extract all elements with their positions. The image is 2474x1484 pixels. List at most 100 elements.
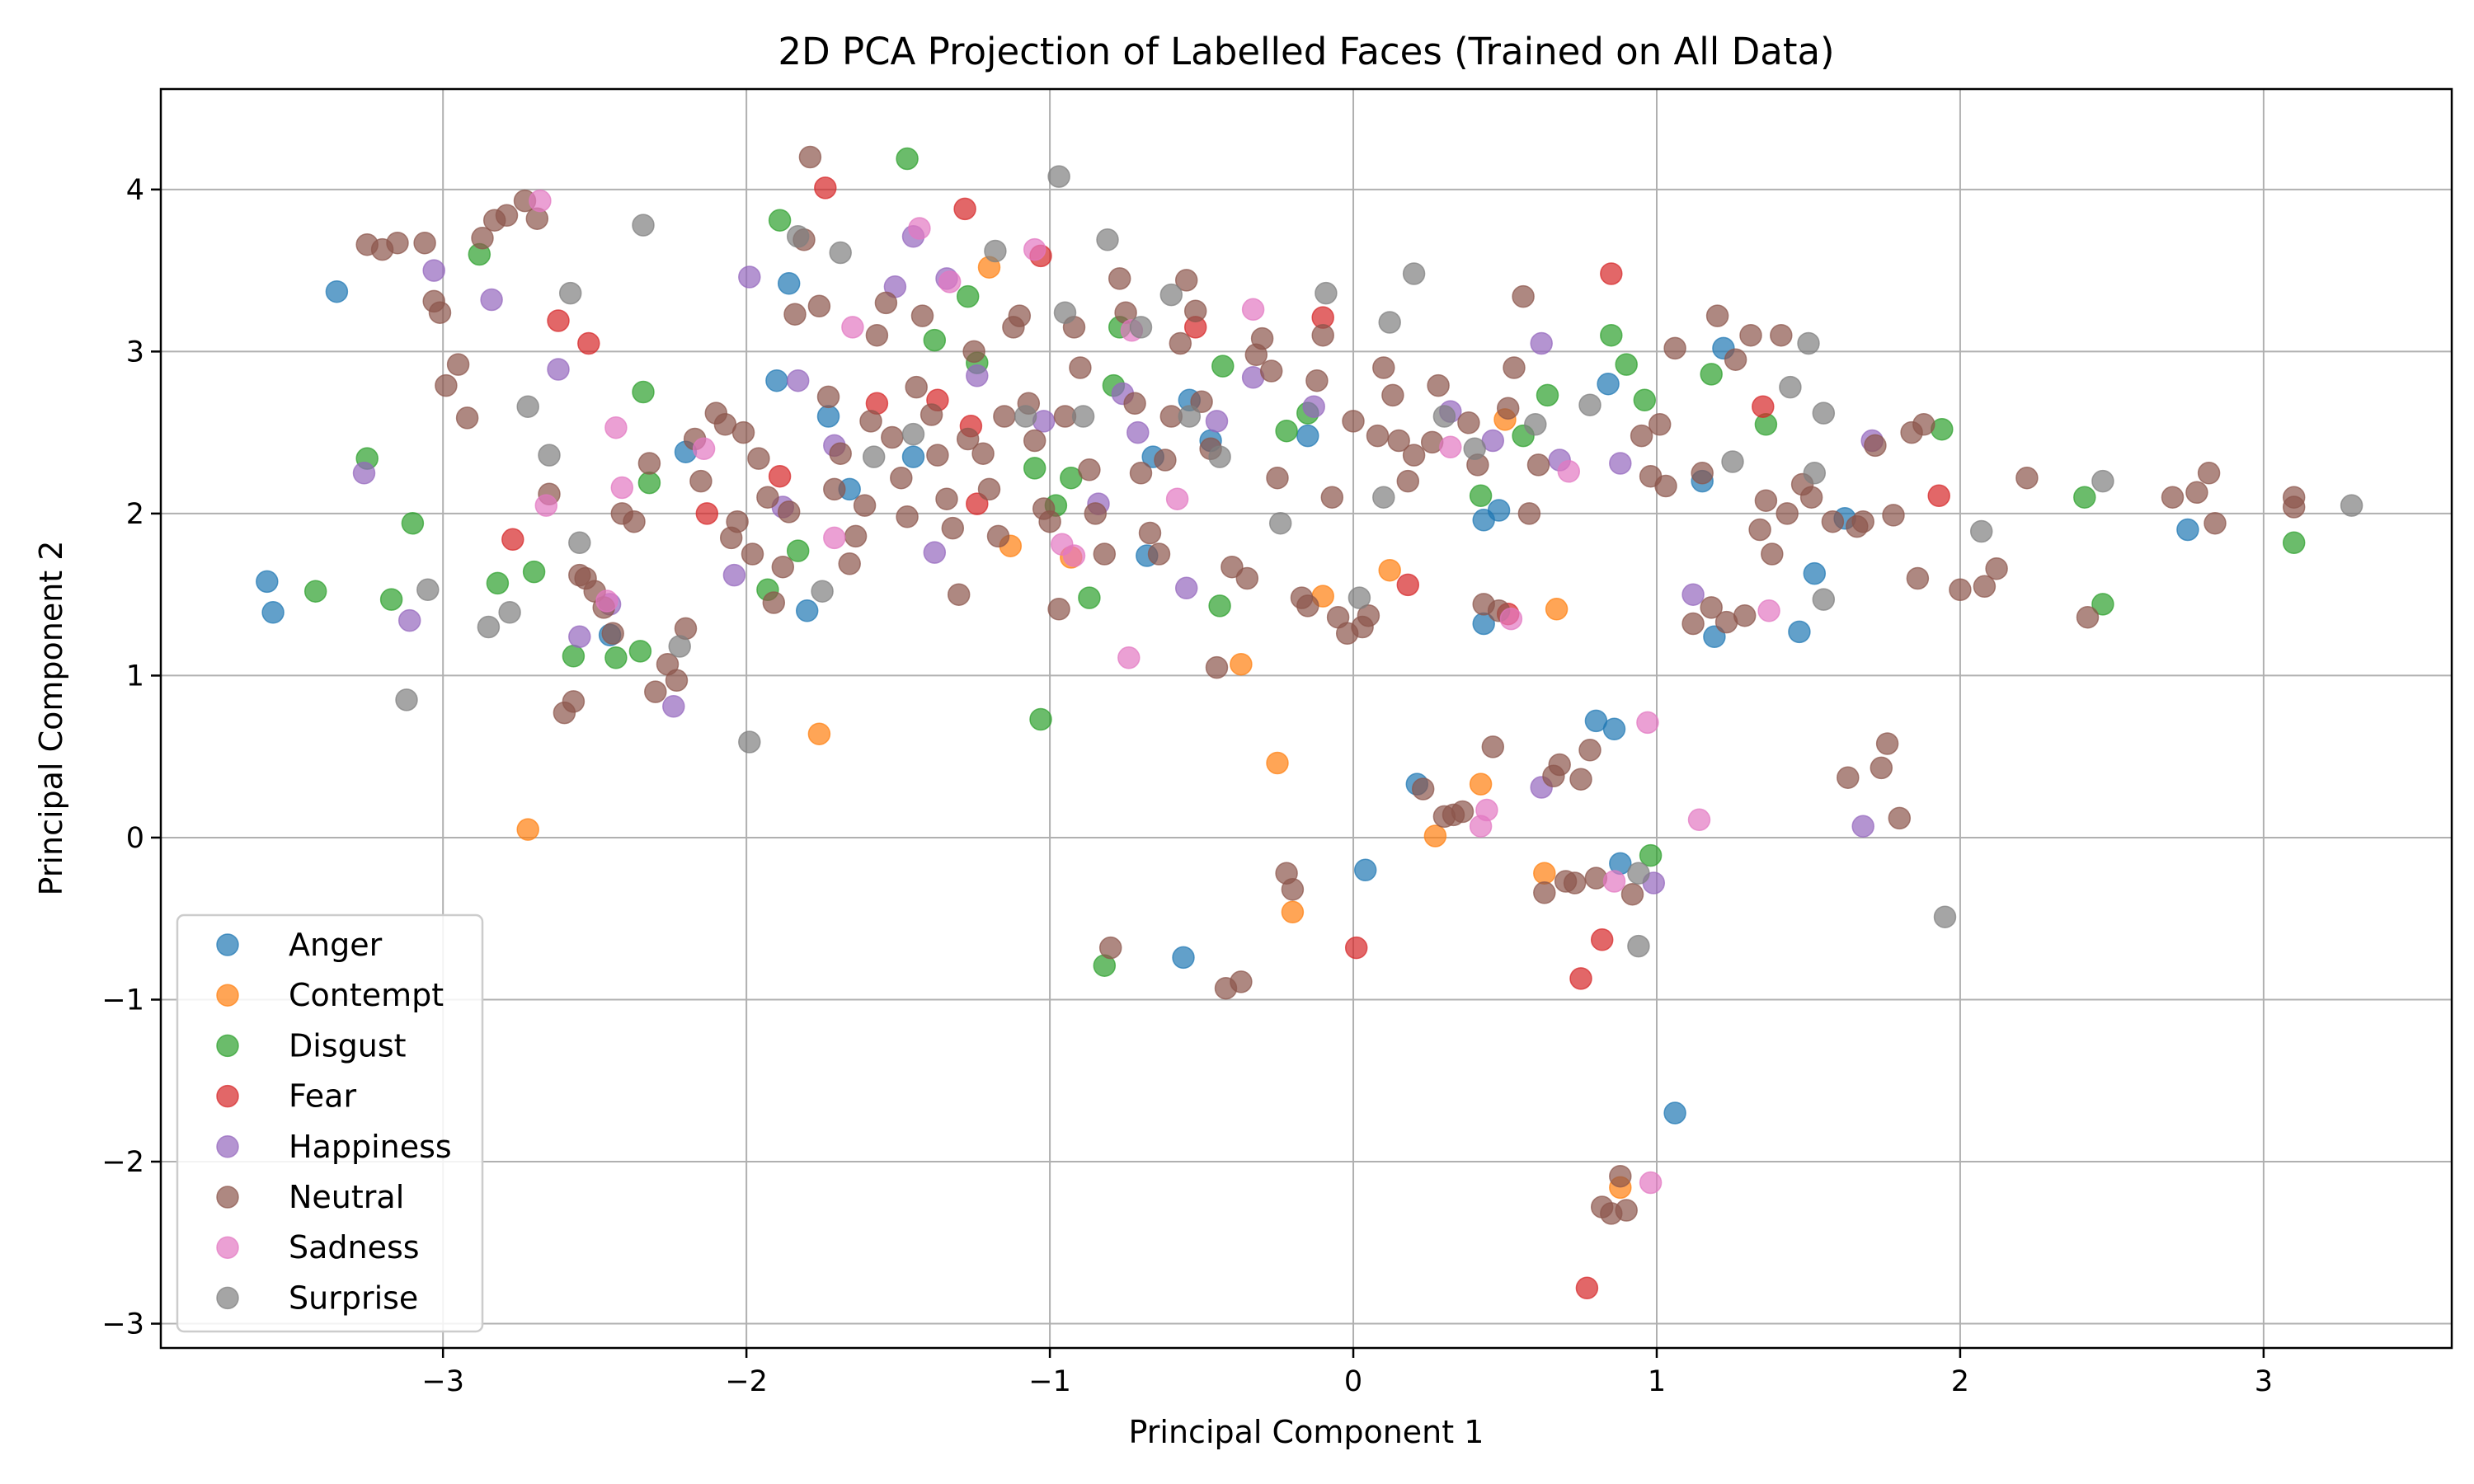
data-point: [807, 294, 831, 318]
data-point: [1739, 323, 1762, 347]
data-point: [1609, 1164, 1632, 1188]
data-point: [395, 688, 418, 711]
data-point: [1503, 356, 1526, 379]
data-point: [1190, 390, 1213, 414]
data-point: [816, 385, 840, 409]
data-point: [1600, 262, 1623, 285]
data-point: [923, 328, 947, 352]
data-point: [1569, 768, 1592, 791]
data-point: [956, 427, 980, 451]
series-neutral: [355, 145, 2306, 1225]
data-point: [1530, 331, 1553, 355]
data-point: [1357, 603, 1380, 627]
data-point: [1627, 934, 1650, 958]
data-point: [455, 406, 479, 430]
data-point: [558, 281, 582, 305]
data-point: [2340, 494, 2363, 517]
data-point: [1078, 458, 1101, 481]
data-point: [1700, 363, 1723, 386]
data-point: [1536, 383, 1559, 407]
data-point: [1268, 511, 1292, 535]
data-point: [1906, 566, 1930, 590]
data-point: [1071, 405, 1095, 428]
data-point: [1372, 356, 1395, 379]
data-point: [1372, 486, 1395, 509]
data-point: [838, 552, 861, 575]
data-point: [1615, 1199, 1638, 1222]
data-point: [2091, 593, 2114, 616]
data-point: [1602, 717, 1626, 741]
data-point: [783, 303, 807, 326]
series-surprise: [395, 165, 2363, 958]
data-point: [1724, 348, 1747, 371]
data-point: [662, 695, 685, 718]
data-point: [768, 209, 792, 232]
x-axis-label: Principal Component 1: [1129, 1414, 1484, 1450]
data-point: [1533, 881, 1556, 904]
data-point: [1752, 395, 1775, 418]
data-point: [1933, 905, 1957, 928]
data-point: [1788, 620, 1811, 644]
x-tick-label: 1: [1648, 1365, 1666, 1398]
data-point: [637, 452, 661, 475]
data-point: [1927, 484, 1950, 508]
data-point: [261, 601, 285, 624]
data-point: [1296, 424, 1319, 448]
data-point: [1748, 518, 1771, 542]
data-point: [1165, 487, 1189, 510]
data-point: [1432, 405, 1456, 428]
data-point: [422, 259, 445, 282]
data-point: [1870, 756, 1893, 780]
data-point: [1348, 586, 1371, 609]
data-point: [1078, 586, 1101, 609]
data-point: [777, 500, 801, 524]
legend-label: Surprise: [289, 1280, 418, 1316]
legend-entry-surprise: Surprise: [216, 1280, 418, 1316]
data-point: [1205, 655, 1229, 679]
data-point: [1169, 331, 1192, 355]
data-point: [1620, 882, 1644, 906]
data-point: [966, 364, 989, 387]
data-point: [1757, 599, 1780, 622]
data-point: [962, 340, 985, 364]
data-point: [1703, 625, 1726, 649]
data-point: [865, 323, 889, 347]
y-tick-label: 2: [126, 498, 144, 531]
data-point: [920, 403, 943, 426]
legend-entry-sadness: Sadness: [216, 1229, 420, 1266]
data-point: [1851, 815, 1874, 838]
data-point: [1864, 434, 1887, 458]
data-point: [637, 471, 661, 495]
data-point: [689, 469, 713, 493]
x-tick-label: 3: [2255, 1365, 2273, 1398]
data-point: [1159, 283, 1183, 307]
data-point: [2015, 466, 2039, 490]
data-point: [862, 445, 886, 468]
data-point: [1837, 766, 1860, 789]
data-point: [926, 444, 949, 467]
data-point: [756, 486, 779, 509]
data-point: [1259, 359, 1283, 383]
data-point: [1548, 753, 1571, 777]
data-point: [2091, 469, 2114, 493]
legend-marker: [216, 1084, 239, 1108]
data-point: [1487, 499, 1511, 522]
legend-label: Neutral: [289, 1179, 404, 1215]
x-tick-label: −1: [1028, 1365, 1071, 1398]
data-point: [1451, 800, 1475, 824]
data-point: [568, 625, 591, 649]
data-point: [1123, 392, 1146, 416]
data-point: [941, 516, 965, 540]
data-point: [1469, 815, 1493, 838]
data-point: [1047, 165, 1070, 188]
data-point: [1378, 311, 1401, 334]
data-point: [1402, 262, 1426, 285]
data-point: [874, 291, 898, 315]
series-anger: [256, 272, 2199, 1125]
data-point: [935, 487, 958, 510]
data-point: [471, 227, 494, 250]
legend-marker: [216, 984, 239, 1007]
data-point: [2176, 518, 2199, 542]
data-point: [1569, 967, 1592, 990]
